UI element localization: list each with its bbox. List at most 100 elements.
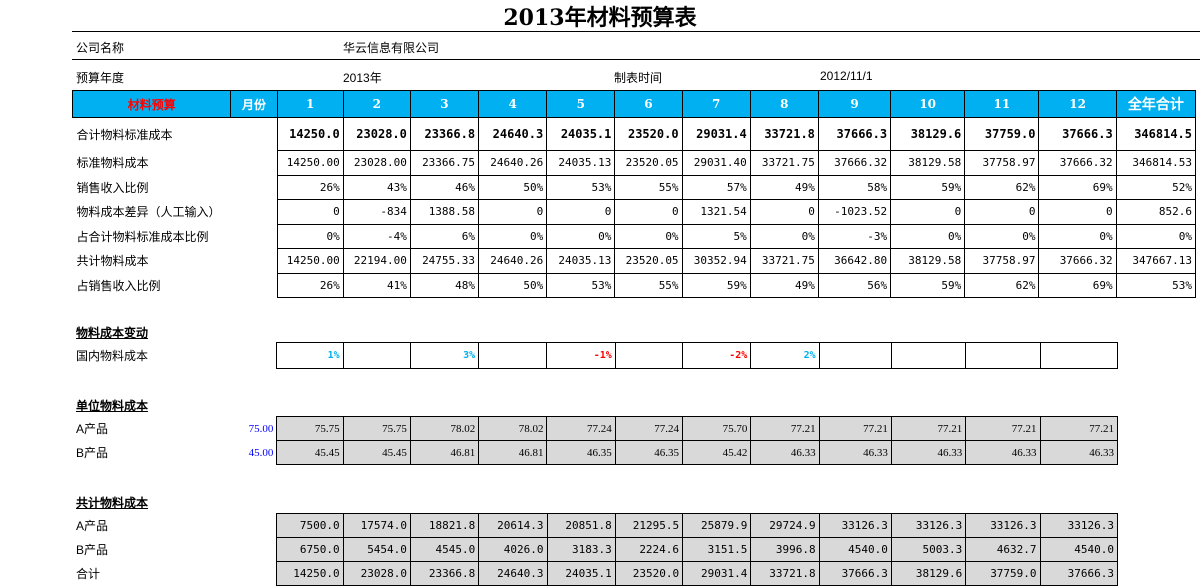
unit-cost-cell[interactable]: 75.75 (342, 416, 411, 441)
month-value-cell[interactable]: 46% (409, 174, 480, 200)
total-cost-cell[interactable]: 7500.0 (276, 513, 344, 538)
month-value-cell[interactable]: 5% (681, 223, 751, 249)
month-value-cell[interactable]: 37666.32 (1038, 150, 1117, 176)
total-cost-cell[interactable]: 38129.6 (890, 561, 967, 586)
month-value-cell[interactable]: 0 (614, 199, 683, 225)
total-cost-cell[interactable]: 18821.8 (409, 513, 480, 538)
total-cost-cell[interactable]: 4540.0 (1039, 537, 1119, 562)
unit-cost-cell[interactable]: 78.02 (478, 416, 548, 441)
unit-cost-cell[interactable]: 78.02 (409, 416, 480, 441)
annual-total-cell[interactable]: 346814.53 (1115, 150, 1197, 176)
month-value-cell[interactable]: 59% (890, 174, 966, 200)
annual-total-cell[interactable]: 852.6 (1115, 199, 1197, 225)
unit-cost-cell[interactable]: 77.21 (1039, 416, 1119, 441)
month-value-cell[interactable]: 0% (749, 223, 819, 249)
month-value-cell[interactable]: 37666.3 (817, 117, 892, 151)
total-cost-cell[interactable]: 4545.0 (409, 537, 480, 562)
total-cost-cell[interactable]: 3151.5 (682, 537, 752, 562)
month-value-cell[interactable]: 41% (342, 272, 411, 298)
total-cost-cell[interactable]: 25879.9 (682, 513, 752, 538)
month-value-cell[interactable]: 26% (276, 272, 344, 298)
total-cost-cell[interactable]: 23366.8 (409, 561, 480, 586)
month-value-cell[interactable]: 24755.33 (409, 248, 480, 274)
unit-cost-cell[interactable]: 46.33 (1039, 440, 1119, 465)
month-value-cell[interactable]: 37758.97 (964, 150, 1040, 176)
month-value-cell[interactable]: 37666.32 (817, 150, 892, 176)
month-value-cell[interactable]: 55% (614, 272, 683, 298)
month-value-cell[interactable]: 0 (1038, 199, 1117, 225)
total-cost-cell[interactable]: 14250.0 (276, 561, 344, 586)
unit-cost-cell[interactable]: 77.24 (614, 416, 684, 441)
change-value-cell[interactable] (342, 342, 411, 369)
month-value-cell[interactable]: 0 (964, 199, 1040, 225)
change-value-cell[interactable]: 2% (750, 342, 820, 369)
annual-total-cell[interactable]: 52% (1115, 174, 1197, 200)
unit-cost-cell[interactable]: 46.33 (965, 440, 1041, 465)
month-value-cell[interactable]: -1023.52 (817, 199, 892, 225)
total-cost-cell[interactable]: 29031.4 (682, 561, 752, 586)
unit-cost-cell[interactable]: 45.42 (682, 440, 752, 465)
month-value-cell[interactable]: 23366.8 (409, 117, 480, 151)
month-value-cell[interactable]: 33721.75 (749, 150, 819, 176)
month-value-cell[interactable]: 14250.00 (276, 150, 344, 176)
month-value-cell[interactable]: 23028.00 (342, 150, 411, 176)
total-cost-cell[interactable]: 33126.3 (818, 513, 892, 538)
total-cost-cell[interactable]: 20851.8 (546, 513, 616, 538)
total-cost-cell[interactable]: 33721.8 (750, 561, 820, 586)
total-cost-cell[interactable]: 33126.3 (965, 513, 1041, 538)
month-value-cell[interactable]: 50% (478, 174, 548, 200)
month-value-cell[interactable]: 58% (817, 174, 892, 200)
month-value-cell[interactable]: 24640.3 (478, 117, 548, 151)
change-value-cell[interactable] (890, 342, 967, 369)
month-value-cell[interactable]: 0% (614, 223, 683, 249)
unit-cost-cell[interactable]: 75.70 (682, 416, 752, 441)
unit-cost-cell[interactable]: 46.33 (818, 440, 892, 465)
month-value-cell[interactable]: 49% (749, 174, 819, 200)
annual-total-cell[interactable]: 347667.13 (1115, 248, 1197, 274)
unit-cost-cell[interactable]: 46.33 (890, 440, 967, 465)
month-value-cell[interactable]: 38129.58 (890, 248, 966, 274)
month-value-cell[interactable]: 62% (964, 272, 1040, 298)
month-value-cell[interactable]: 23028.0 (342, 117, 411, 151)
unit-cost-cell[interactable]: 46.35 (614, 440, 684, 465)
month-value-cell[interactable]: 0 (546, 199, 616, 225)
annual-total-cell[interactable]: 53% (1115, 272, 1197, 298)
month-value-cell[interactable]: 1321.54 (681, 199, 751, 225)
unit-cost-cell[interactable]: 77.21 (965, 416, 1041, 441)
total-cost-cell[interactable]: 3183.3 (546, 537, 616, 562)
total-cost-cell[interactable]: 20614.3 (478, 513, 548, 538)
month-value-cell[interactable]: 0% (1038, 223, 1117, 249)
unit-cost-cell[interactable]: 77.21 (750, 416, 820, 441)
total-cost-cell[interactable]: 4632.7 (965, 537, 1041, 562)
month-value-cell[interactable]: -3% (817, 223, 892, 249)
month-value-cell[interactable]: 33721.75 (749, 248, 819, 274)
month-value-cell[interactable]: 59% (681, 272, 751, 298)
month-value-cell[interactable]: 49% (749, 272, 819, 298)
total-cost-cell[interactable]: 23520.0 (614, 561, 684, 586)
unit-cost-cell[interactable]: 77.21 (818, 416, 892, 441)
total-cost-cell[interactable]: 37759.0 (965, 561, 1041, 586)
month-value-cell[interactable]: 62% (964, 174, 1040, 200)
change-value-cell[interactable] (965, 342, 1041, 369)
total-cost-cell[interactable]: 2224.6 (614, 537, 684, 562)
month-value-cell[interactable]: 1388.58 (409, 199, 480, 225)
month-value-cell[interactable]: 55% (614, 174, 683, 200)
total-cost-cell[interactable]: 23028.0 (342, 561, 411, 586)
month-value-cell[interactable]: 0 (890, 199, 966, 225)
total-cost-cell[interactable]: 6750.0 (276, 537, 344, 562)
month-value-cell[interactable]: 37759.0 (964, 117, 1040, 151)
annual-total-cell[interactable]: 346814.5 (1115, 117, 1197, 151)
month-value-cell[interactable]: 0% (478, 223, 548, 249)
change-value-cell[interactable]: -2% (682, 342, 752, 369)
unit-cost-cell[interactable]: 46.33 (750, 440, 820, 465)
total-cost-cell[interactable]: 33126.3 (890, 513, 967, 538)
month-value-cell[interactable]: 23520.05 (614, 248, 683, 274)
annual-total-cell[interactable]: 0% (1115, 223, 1197, 249)
month-value-cell[interactable]: 24035.13 (546, 248, 616, 274)
month-value-cell[interactable]: 59% (890, 272, 966, 298)
month-value-cell[interactable]: 23366.75 (409, 150, 480, 176)
month-value-cell[interactable]: 24640.26 (478, 150, 548, 176)
total-cost-cell[interactable]: 29724.9 (750, 513, 820, 538)
unit-cost-cell[interactable]: 46.35 (546, 440, 616, 465)
total-cost-cell[interactable]: 21295.5 (614, 513, 684, 538)
